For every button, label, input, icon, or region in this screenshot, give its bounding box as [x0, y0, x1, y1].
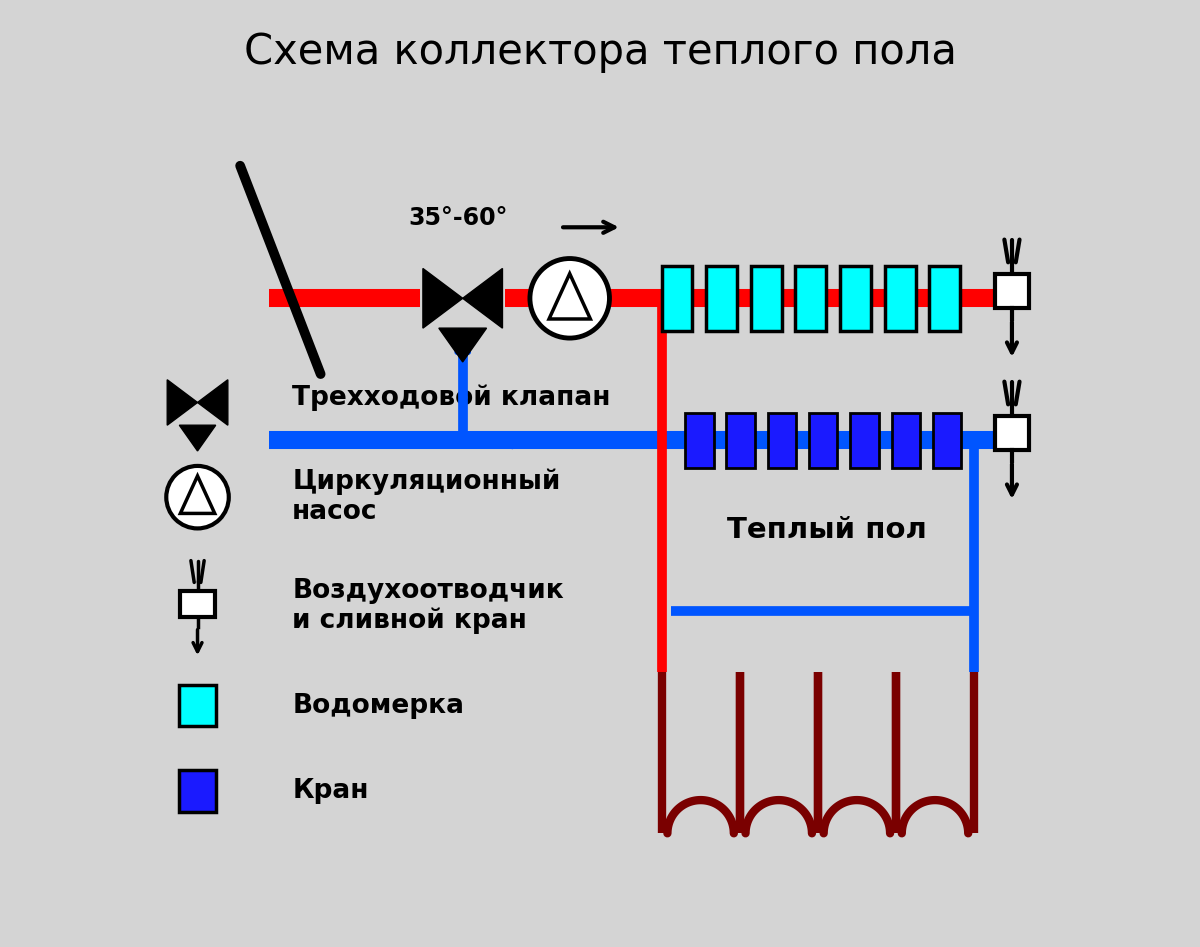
- Bar: [930, 266, 960, 331]
- Bar: [726, 413, 755, 468]
- Bar: [179, 685, 216, 726]
- Text: Трехходовой клапан: Трехходовой клапан: [293, 384, 611, 411]
- Text: Циркуляционный
насос: Циркуляционный насос: [293, 469, 560, 526]
- Bar: [892, 413, 920, 468]
- Text: Кран: Кран: [293, 777, 368, 804]
- Polygon shape: [422, 269, 463, 328]
- Bar: [809, 413, 838, 468]
- Text: 35°-60°: 35°-60°: [408, 205, 508, 230]
- Bar: [932, 413, 961, 468]
- Circle shape: [530, 259, 610, 338]
- Polygon shape: [198, 380, 228, 425]
- Bar: [840, 266, 871, 331]
- Polygon shape: [439, 328, 486, 362]
- Text: Воздухоотводчик
и сливной кран: Воздухоотводчик и сливной кран: [293, 578, 564, 634]
- Bar: [995, 416, 1028, 450]
- Text: Теплый пол: Теплый пол: [727, 516, 928, 545]
- Bar: [796, 266, 827, 331]
- Bar: [995, 274, 1028, 308]
- Polygon shape: [550, 274, 590, 319]
- Bar: [685, 413, 714, 468]
- Bar: [180, 591, 215, 617]
- Bar: [884, 266, 916, 331]
- Polygon shape: [179, 425, 216, 451]
- Polygon shape: [180, 476, 215, 513]
- Circle shape: [167, 466, 229, 528]
- Bar: [768, 413, 797, 468]
- Bar: [179, 770, 216, 812]
- Text: Схема коллектора теплого пола: Схема коллектора теплого пола: [244, 31, 956, 73]
- Bar: [661, 266, 692, 331]
- Bar: [751, 266, 781, 331]
- Polygon shape: [167, 380, 198, 425]
- Text: Водомерка: Водомерка: [293, 692, 464, 719]
- Bar: [851, 413, 878, 468]
- Bar: [706, 266, 737, 331]
- Polygon shape: [463, 269, 503, 328]
